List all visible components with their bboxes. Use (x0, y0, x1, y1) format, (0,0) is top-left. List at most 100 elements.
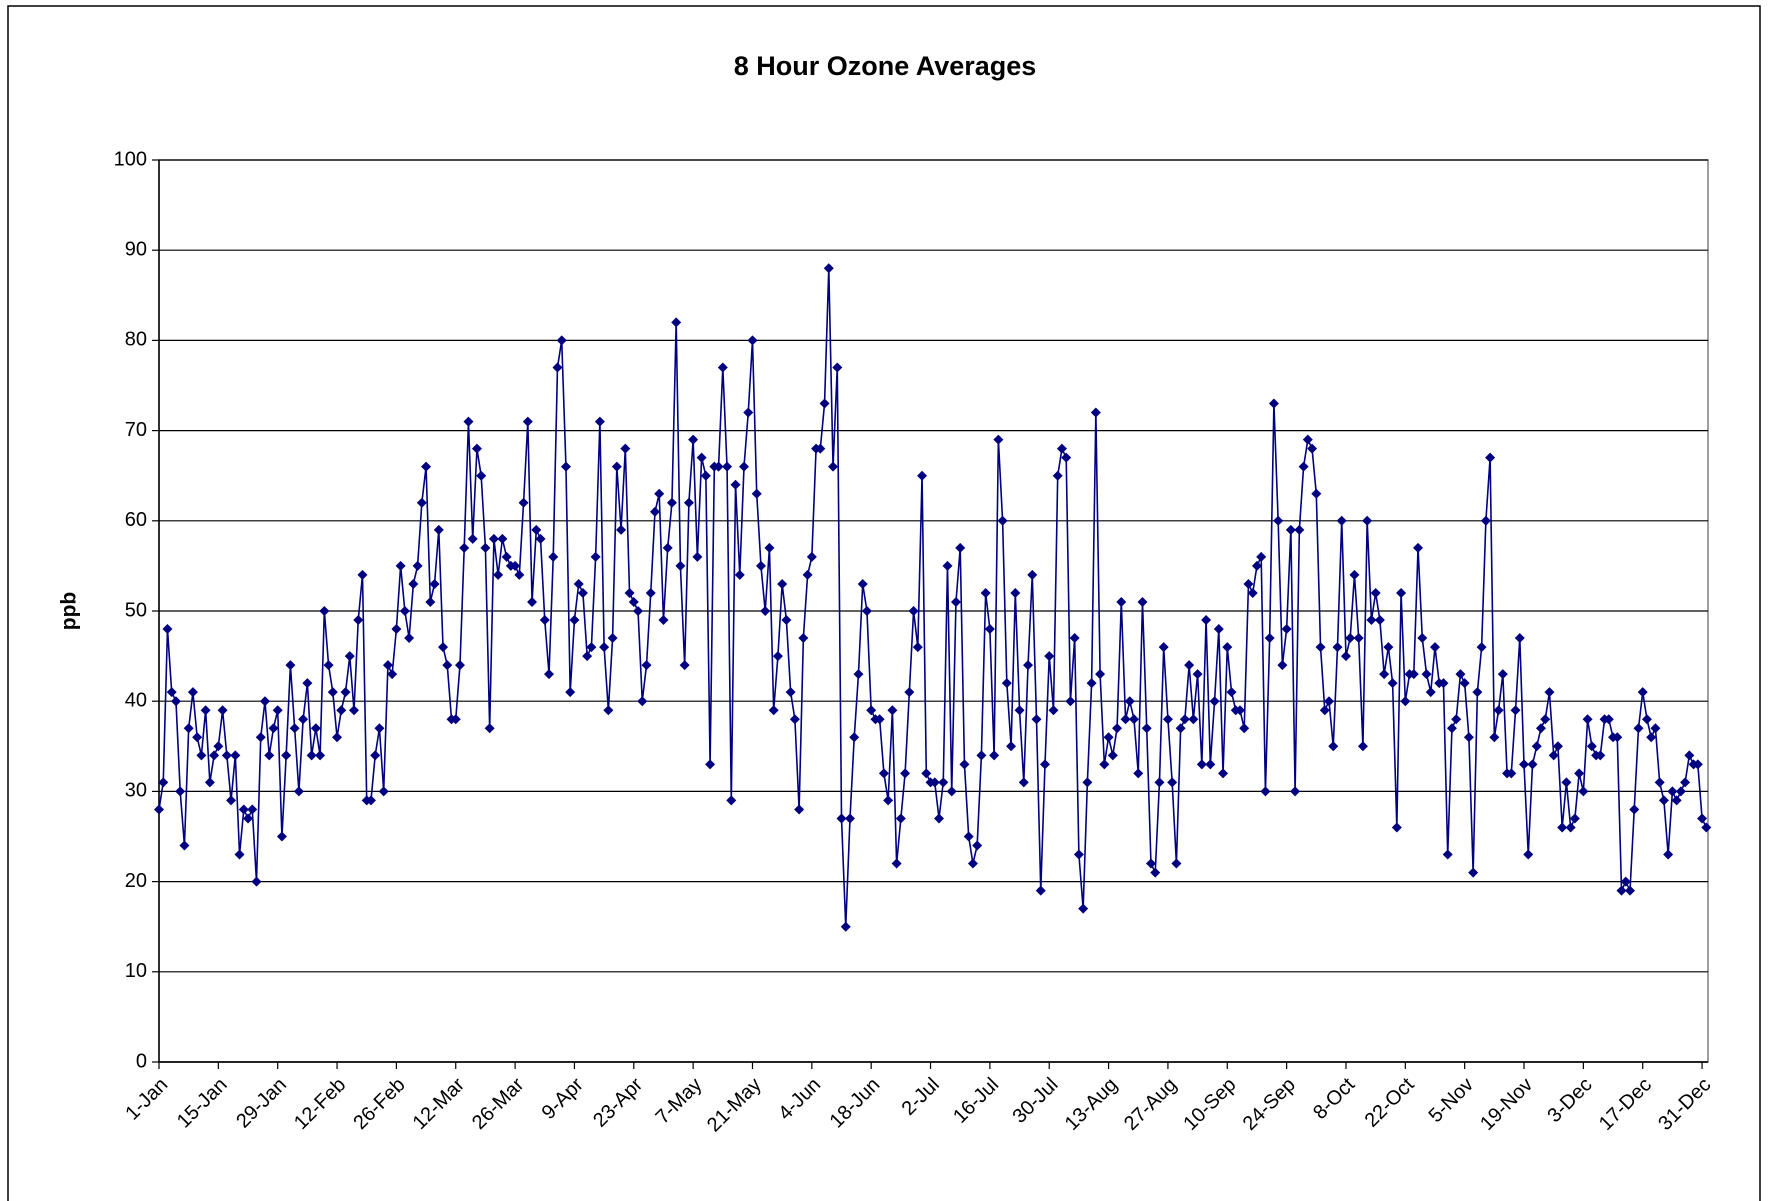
data-point (1357, 741, 1368, 752)
data-point (463, 416, 474, 427)
data-point (391, 624, 402, 635)
data-point (594, 416, 605, 427)
data-point (289, 723, 300, 734)
data-point (484, 723, 495, 734)
y-tick-label: 80 (125, 329, 147, 351)
data-point (1489, 732, 1500, 743)
data-point (154, 804, 164, 815)
data-point (1654, 777, 1665, 788)
data-point (1455, 669, 1466, 680)
data-point (332, 732, 343, 743)
data-point (1574, 768, 1585, 779)
data-point (344, 651, 355, 662)
data-point (1446, 723, 1457, 734)
data-point (1603, 714, 1614, 725)
data-point (560, 461, 571, 472)
y-tick-label: 40 (125, 689, 147, 711)
data-point (637, 696, 648, 707)
data-point (917, 470, 928, 481)
data-point (1298, 461, 1309, 472)
data-point (306, 750, 317, 761)
data-point (1387, 678, 1398, 689)
data-point (904, 687, 915, 698)
data-point (1209, 696, 1220, 707)
data-point (204, 777, 215, 788)
data-point (777, 578, 788, 589)
data-point (836, 813, 847, 824)
data-point (620, 443, 631, 454)
data-point (963, 831, 974, 842)
y-tick-label: 90 (125, 238, 147, 260)
data-point (548, 551, 559, 562)
data-point (921, 768, 932, 779)
data-point (310, 723, 321, 734)
data-point (1158, 642, 1169, 653)
data-point (1218, 768, 1229, 779)
data-point (514, 569, 525, 580)
data-point (861, 606, 872, 616)
data-point (1205, 759, 1216, 770)
data-point (844, 813, 855, 824)
data-point (586, 642, 597, 653)
data-point (382, 660, 393, 671)
data-point (213, 741, 224, 752)
data-point (1629, 804, 1640, 815)
data-point (577, 587, 588, 598)
data-point (658, 615, 669, 626)
data-point (1379, 669, 1390, 680)
data-point (1582, 714, 1593, 725)
data-point (1650, 723, 1661, 734)
data-point (840, 921, 851, 932)
data-point (285, 660, 296, 671)
data-point (641, 660, 652, 671)
data-point (849, 732, 860, 743)
data-point (1557, 822, 1568, 833)
data-point (1290, 786, 1301, 797)
data-point (1624, 885, 1635, 896)
data-point (221, 750, 232, 761)
data-point (747, 335, 758, 346)
data-point (671, 317, 682, 328)
data-point (438, 642, 449, 653)
data-point (319, 606, 330, 616)
data-point (187, 687, 198, 698)
data-point (497, 533, 508, 544)
data-point (666, 497, 677, 508)
data-point (1429, 642, 1440, 653)
data-point (501, 551, 512, 562)
data-point (1264, 633, 1275, 644)
data-point (1442, 849, 1453, 860)
y-axis-label: ppb (58, 592, 81, 630)
data-point (934, 813, 945, 824)
data-point (726, 795, 737, 806)
data-point (1459, 678, 1470, 689)
data-point (535, 533, 546, 544)
data-point (734, 569, 745, 580)
data-point (1307, 443, 1318, 454)
data-point (315, 750, 326, 761)
data-point (1396, 587, 1407, 598)
data-point (556, 335, 567, 346)
data-point (645, 587, 656, 598)
data-point (378, 786, 389, 797)
data-point (730, 479, 741, 490)
data-point (794, 804, 805, 815)
data-point (1137, 596, 1148, 607)
data-point (866, 705, 877, 716)
data-point (967, 858, 978, 869)
data-point (264, 750, 275, 761)
data-point (175, 786, 186, 797)
data-point (1213, 624, 1224, 635)
data-point (1332, 642, 1343, 653)
data-point (1353, 633, 1364, 644)
data-point (1052, 470, 1063, 481)
data-point (1167, 777, 1178, 788)
data-point (251, 876, 262, 887)
data-point (1247, 587, 1258, 598)
data-point (1701, 822, 1712, 833)
data-point (980, 587, 991, 598)
data-point (1010, 587, 1021, 598)
data-point (1535, 723, 1546, 734)
data-point (162, 624, 173, 635)
data-point (1319, 705, 1330, 716)
